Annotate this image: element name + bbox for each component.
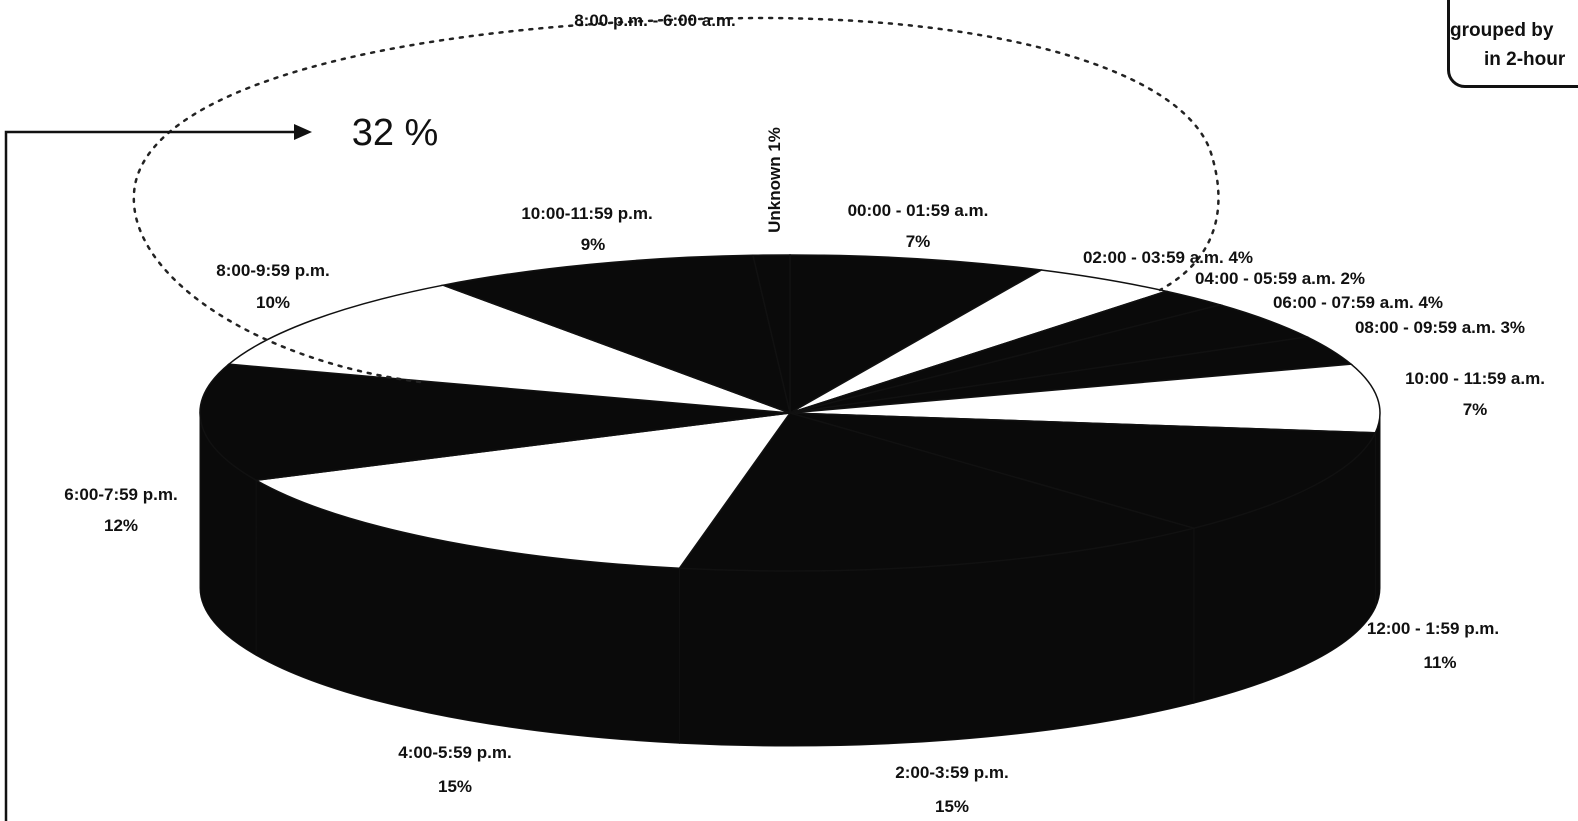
slice-label-unknown: Unknown 1% [765, 127, 784, 233]
pie-slice-1 [789, 254, 1044, 415]
bracket-arrow-line [4, 130, 298, 821]
pie-top-layer [199, 254, 1381, 572]
pie-side-6 [1374, 412, 1381, 609]
night-range-dotted-loop [132, 16, 1220, 384]
pie-slice-11 [226, 284, 791, 414]
annotation-layer: 8:00 p.m. - 6:00 a.m. 32 % [4, 11, 1220, 821]
slice-label-11: 8:00-9:59 p.m. [216, 261, 329, 280]
slice-label-10: 6:00-7:59 p.m. [64, 485, 177, 504]
slice-label-2: 02:00 - 03:59 a.m. 4% [1083, 248, 1253, 267]
pie-slice-10 [199, 363, 791, 482]
note-line-2: in 2-hour [1484, 49, 1566, 70]
slice-value-7: 11% [1423, 653, 1456, 672]
slice-label-5: 08:00 - 09:59 a.m. 3% [1355, 318, 1525, 337]
slice-label-layer: 00:00 - 01:59 a.m. 7% 02:00 - 03:59 a.m. 4… [64, 127, 1545, 816]
slice-label-8: 2:00-3:59 p.m. [895, 763, 1008, 782]
slice-label-3: 04:00 - 05:59 a.m. 2% [1195, 269, 1365, 288]
pie-side-layer [199, 412, 1381, 747]
night-range-label: 8:00 p.m. - 6:00 a.m. [574, 11, 736, 30]
slice-value-11: 10% [256, 293, 290, 312]
slice-label-9: 4:00-5:59 p.m. [398, 743, 511, 762]
slice-value-8: 15% [935, 797, 969, 816]
slice-value-10: 12% [104, 516, 138, 535]
slice-value-9: 15% [438, 777, 472, 796]
slice-value-12: 9% [581, 235, 606, 254]
pie-slice-12 [440, 254, 792, 415]
pie-slice-6 [789, 363, 1381, 434]
slice-label-6: 10:00 - 11:59 a.m. [1405, 369, 1545, 388]
note-line-1: grouped by [1450, 20, 1554, 41]
pie-slice-13 [752, 254, 791, 414]
slice-value-1: 7% [906, 232, 931, 251]
pie-slice-9 [253, 412, 792, 569]
pie-slice-7 [789, 412, 1377, 529]
pie-slice-8 [678, 412, 1197, 572]
slice-label-7: 12:00 - 1:59 p.m. [1367, 619, 1499, 638]
slice-label-4: 06:00 - 07:59 a.m. 4% [1273, 293, 1443, 312]
note-box: grouped by in 2-hour [1447, 0, 1578, 88]
bracket-arrow-head [294, 124, 312, 140]
slice-value-6: 7% [1463, 400, 1488, 419]
slice-label-1: 00:00 - 01:59 a.m. [848, 201, 989, 220]
slice-label-12: 10:00-11:59 p.m. [521, 204, 652, 223]
night-total-label: 32 % [352, 112, 439, 154]
